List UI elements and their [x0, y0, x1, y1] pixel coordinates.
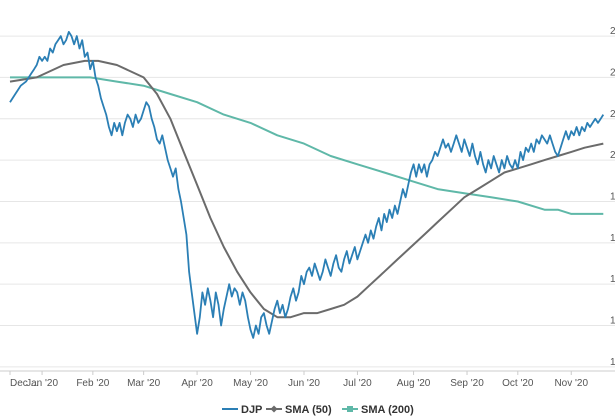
series-lines — [9, 31, 605, 339]
y-tick-label-0: 2 — [610, 26, 615, 37]
legend-label-sma-50: SMA (50) — [285, 404, 332, 416]
y-axis-tick-labels: 2 2 2 2 1 1 1 1 1 — [610, 26, 615, 368]
x-tick-label-8: Aug '20 — [397, 378, 431, 389]
y-tick-label-6: 1 — [610, 274, 615, 285]
x-tick-label-7: Jul '20 — [343, 378, 372, 389]
y-tick-label-3: 2 — [610, 150, 615, 161]
legend-label-sma-200: SMA (200) — [361, 404, 414, 416]
x-tick-label-1: Jan '20 — [26, 378, 58, 389]
grid-lines — [0, 35, 615, 368]
series-line-djp — [9, 31, 605, 339]
legend-square-marker-icon — [347, 406, 353, 412]
y-tick-label-2: 2 — [610, 109, 615, 120]
y-tick-label-8: 1 — [610, 357, 615, 368]
x-tick-label-4: Apr '20 — [181, 378, 213, 389]
series-line-sma-50 — [9, 59, 604, 319]
y-tick-label-7: 1 — [610, 316, 615, 327]
x-tick-label-0: Dec ... — [10, 378, 39, 389]
legend-item-sma-50[interactable]: SMA (50) — [266, 404, 332, 416]
x-tick-label-2: Feb '20 — [76, 378, 109, 389]
x-tick-label-9: Sep '20 — [450, 378, 484, 389]
legend-label-djp: DJP — [241, 404, 262, 416]
x-tick-label-11: Nov '20 — [554, 378, 588, 389]
y-tick-label-4: 1 — [610, 191, 615, 202]
legend-diamond-marker-icon — [270, 405, 278, 413]
x-axis-tick-labels: Dec ...Jan '20 Feb '20 Mar '20 Apr '20 May '… — [9, 371, 588, 389]
series-line-sma-200 — [10, 76, 604, 215]
legend-item-sma-200[interactable]: SMA (200) — [342, 404, 414, 416]
y-tick-label-1: 2 — [610, 67, 615, 78]
y-tick-label-5: 1 — [610, 233, 615, 244]
x-tick-label-3: Mar '20 — [127, 378, 160, 389]
x-tick-label-10: Oct '20 — [502, 378, 534, 389]
x-tick-label-5: May '20 — [233, 378, 268, 389]
legend[interactable]: DJP SMA (50) SMA (200) — [222, 404, 414, 416]
x-tick-label-6: Jun '20 — [288, 378, 320, 389]
legend-item-djp[interactable]: DJP — [222, 404, 262, 416]
